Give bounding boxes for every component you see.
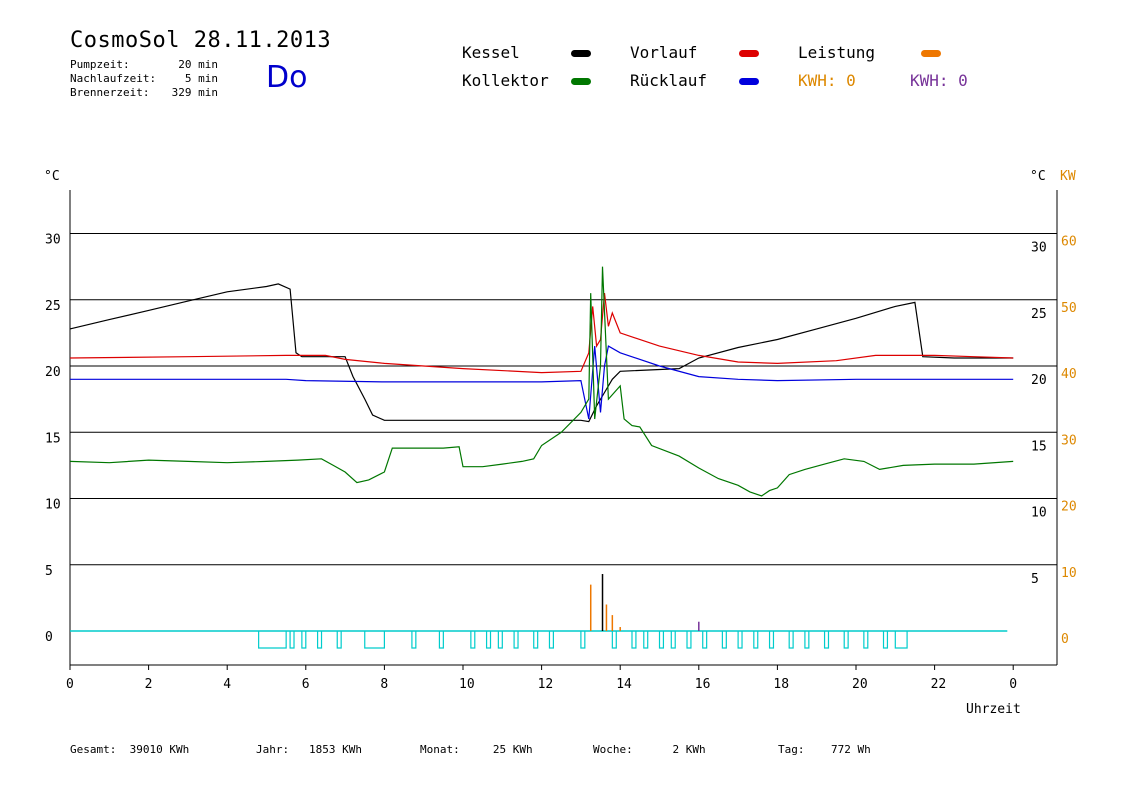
footer-woche: Woche: 2 KWh	[593, 743, 706, 756]
footer-monat: Monat: 25 KWh	[420, 743, 533, 756]
y-right-tick-label: 20	[1031, 373, 1047, 388]
left-axis-unit: °C	[44, 169, 60, 184]
legend-vorlauf-label: Vorlauf	[630, 43, 698, 62]
series-line-vorlauf	[69, 293, 1014, 374]
legend-kollektor-swatch	[571, 78, 591, 85]
legend-ruecklauf-swatch	[739, 78, 759, 85]
y-right-kw-tick-label: 20	[1061, 500, 1077, 515]
legend-kwh-purple: KWH: 0	[910, 71, 968, 90]
x-tick-label: 22	[931, 677, 947, 692]
x-tick-label: 12	[538, 677, 554, 692]
y-right-tick-label: 25	[1031, 307, 1047, 322]
y-tick-label: 10	[45, 498, 61, 513]
y-right-tick-label: 30	[1031, 241, 1047, 256]
x-tick-label: 16	[695, 677, 711, 692]
legend-kessel-swatch	[571, 50, 591, 57]
x-tick-label: 0	[66, 677, 74, 692]
stat-pumpzeit: Pumpzeit: 20 min	[70, 58, 218, 71]
footer-tag: Tag: 772 Wh	[778, 743, 871, 756]
right-axis-kw-unit: KW	[1060, 169, 1076, 184]
legend-leistung-label: Leistung	[798, 43, 876, 62]
x-tick-label: 8	[380, 677, 388, 692]
y-tick-label: 25	[45, 299, 61, 314]
footer-jahr: Jahr: 1853 KWh	[256, 743, 362, 756]
legend-vorlauf-swatch	[739, 50, 759, 57]
x-tick-label: 0	[1009, 677, 1017, 692]
y-right-kw-tick-label: 30	[1061, 433, 1077, 448]
y-tick-label: 15	[45, 431, 61, 446]
y-tick-label: 0	[45, 630, 53, 645]
y-right-kw-tick-label: 40	[1061, 367, 1077, 382]
x-tick-label: 10	[459, 677, 475, 692]
x-tick-label: 6	[302, 677, 310, 692]
right-axis-unit: °C	[1030, 169, 1046, 184]
legend-kollektor-label: Kollektor	[462, 71, 549, 90]
y-tick-label: 5	[45, 564, 53, 579]
legend-kessel-label: Kessel	[462, 43, 520, 62]
chart-title: CosmoSol 28.11.2013	[70, 28, 332, 53]
legend-kwh-orange: KWH: 0	[798, 71, 856, 90]
x-tick-label: 4	[223, 677, 231, 692]
series-line-rcklauf	[70, 345, 1014, 420]
y-right-kw-tick-label: 0	[1061, 632, 1069, 647]
x-tick-label: 18	[773, 677, 789, 692]
y-right-tick-label: 10	[1031, 506, 1047, 521]
x-tick-label: 2	[145, 677, 153, 692]
y-right-kw-tick-label: 50	[1061, 301, 1077, 316]
stat-nachlaufzeit: Nachlaufzeit: 5 min	[70, 72, 218, 85]
y-tick-label: 30	[45, 233, 61, 248]
x-axis-label: Uhrzeit	[966, 702, 1021, 717]
y-right-kw-tick-label: 60	[1061, 235, 1077, 250]
x-tick-label: 14	[616, 677, 632, 692]
y-tick-label: 20	[45, 365, 61, 380]
weekday-label: Do	[266, 60, 308, 95]
series-line-kessel	[69, 283, 1014, 423]
legend-leistung-swatch	[921, 50, 941, 57]
legend-ruecklauf-label: Rücklauf	[630, 71, 708, 90]
x-tick-label: 20	[852, 677, 868, 692]
series-line-kollektor	[69, 266, 1014, 497]
y-right-kw-tick-label: 10	[1061, 566, 1077, 581]
footer-gesamt: Gesamt: 39010 KWh	[70, 743, 190, 756]
y-right-tick-label: 5	[1031, 572, 1039, 587]
y-right-tick-label: 15	[1031, 439, 1047, 454]
stat-brennerzeit: Brennerzeit: 329 min	[70, 86, 218, 99]
burner-pulses	[258, 631, 908, 649]
